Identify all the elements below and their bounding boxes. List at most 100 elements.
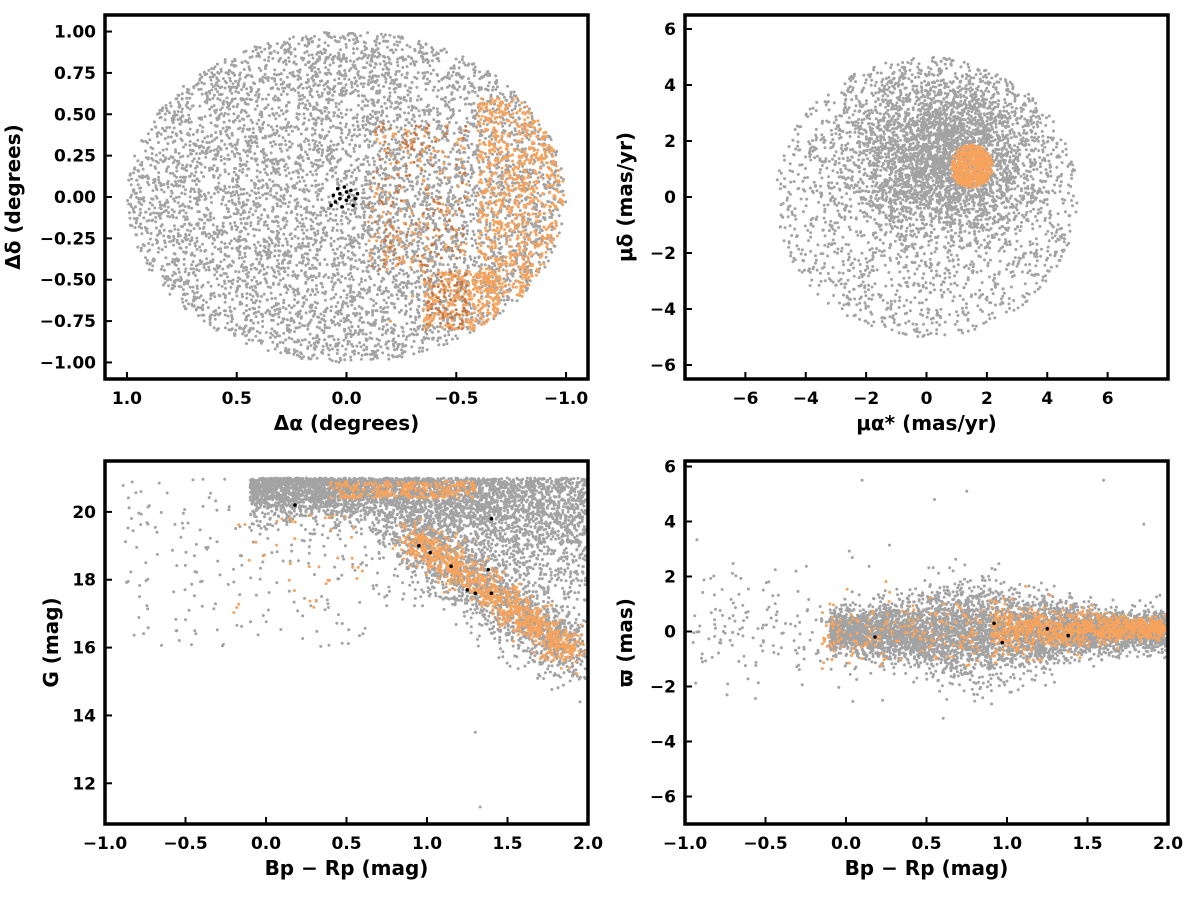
field-star-point: [235, 85, 239, 89]
field-star-point: [316, 222, 319, 226]
field-star-point: [158, 200, 162, 204]
field-star-point: [304, 270, 308, 274]
field-star-point: [169, 195, 173, 198]
field-star-point: [367, 311, 371, 314]
field-star-point: [339, 136, 343, 139]
field-star-point: [392, 277, 396, 281]
field-star-point: [472, 191, 476, 195]
field-star-point: [393, 220, 397, 224]
field-star-point: [423, 303, 427, 307]
field-star-point: [290, 306, 294, 310]
field-star-point: [451, 197, 455, 201]
field-star-point: [402, 179, 406, 183]
field-star-point: [422, 336, 426, 340]
field-star-point: [254, 246, 258, 250]
field-star-point: [218, 98, 222, 102]
field-star-point: [276, 258, 280, 262]
field-star-point: [437, 343, 441, 347]
field-star-point: [455, 80, 458, 84]
field-star-point: [351, 278, 355, 282]
field-star-point: [385, 323, 389, 327]
field-star-point: [162, 129, 166, 132]
field-star-point: [343, 246, 347, 250]
field-star-point: [368, 322, 372, 326]
field-star-point: [370, 87, 373, 91]
field-star-point: [368, 336, 372, 340]
field-star-point: [230, 91, 234, 95]
field-star-point: [344, 74, 348, 78]
field-star-point: [321, 207, 325, 211]
field-star-point: [194, 202, 198, 206]
field-star-point: [263, 159, 267, 162]
field-star-point: [447, 71, 451, 75]
field-star-point: [253, 152, 257, 156]
field-star-point: [278, 249, 282, 253]
field-star-point: [285, 183, 289, 187]
field-star-point: [356, 233, 360, 237]
field-star-point: [315, 172, 319, 176]
field-star-point: [246, 275, 250, 279]
field-star-point: [284, 346, 288, 350]
field-star-point: [362, 157, 366, 161]
field-star-point: [146, 180, 150, 184]
field-star-point: [269, 187, 273, 191]
field-star-point: [305, 210, 309, 214]
field-star-point: [267, 46, 271, 50]
field-star-point: [208, 98, 212, 102]
field-star-point: [316, 213, 319, 217]
field-star-point: [224, 203, 228, 207]
field-star-point: [425, 200, 429, 204]
field-star-point: [413, 202, 417, 205]
field-star-point: [281, 341, 285, 345]
field-star-point: [449, 108, 453, 112]
field-star-point: [220, 139, 224, 143]
field-star-point: [537, 123, 541, 127]
field-star-point: [384, 80, 388, 84]
field-star-point: [325, 231, 329, 235]
field-star-point: [353, 349, 356, 353]
field-star-point: [281, 266, 285, 270]
field-star-point: [417, 217, 421, 221]
field-star-point: [193, 254, 196, 258]
field-star-point: [273, 68, 277, 72]
field-star-point: [329, 139, 333, 143]
field-star-point: [446, 139, 450, 143]
field-star-point: [495, 78, 499, 82]
field-star-point: [314, 306, 318, 310]
field-star-point: [216, 150, 220, 153]
field-star-point: [315, 144, 319, 148]
field-star-point: [255, 145, 259, 148]
field-star-point: [203, 136, 207, 140]
field-star-point: [290, 142, 294, 146]
field-star-point: [467, 130, 471, 134]
field-star-point: [395, 40, 399, 44]
field-star-point: [232, 170, 236, 174]
field-star-point: [364, 242, 368, 246]
field-star-point: [343, 276, 347, 280]
field-star-point: [257, 187, 260, 190]
field-star-point: [331, 124, 335, 128]
field-star-point: [174, 196, 178, 199]
field-star-point: [207, 68, 211, 72]
field-star-point: [260, 50, 264, 54]
field-star-point: [487, 185, 491, 189]
field-star-point: [395, 293, 399, 297]
field-star-point: [434, 239, 438, 242]
field-star-point: [442, 47, 446, 51]
field-star-point: [209, 133, 213, 137]
field-star-point: [466, 134, 470, 138]
field-star-point: [245, 222, 249, 226]
field-star-point: [450, 185, 454, 189]
field-star-point: [412, 105, 416, 109]
field-star-point: [245, 292, 249, 296]
field-star-point: [367, 78, 371, 82]
field-star-point: [379, 305, 383, 309]
field-star-point: [166, 235, 170, 238]
field-star-point: [344, 113, 348, 116]
field-star-point: [261, 75, 265, 79]
field-star-point: [445, 50, 449, 54]
field-star-point: [343, 77, 347, 81]
field-star-point: [197, 157, 201, 160]
field-star-point: [410, 282, 414, 286]
field-star-point: [401, 334, 405, 338]
